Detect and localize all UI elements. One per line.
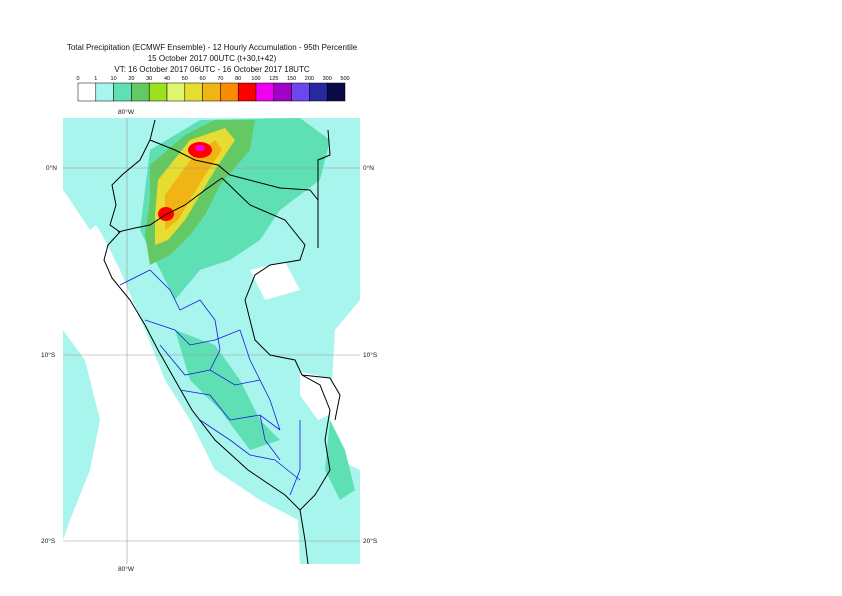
- legend-tick-label: 30: [146, 76, 152, 82]
- legend-tick-label: 70: [217, 76, 223, 82]
- legend-swatch: [326, 82, 346, 102]
- border-ecuador-peru: [117, 177, 223, 233]
- lat-label-0-left: 0°N: [46, 165, 57, 172]
- coastline: [103, 119, 309, 564]
- border-brazil: [317, 129, 331, 248]
- legend-tick-label: 60: [200, 76, 206, 82]
- legend-tick-label: 125: [269, 76, 278, 82]
- legend-tick-label: 300: [323, 76, 332, 82]
- legend-tick-label: 200: [305, 76, 314, 82]
- lon-label-bottom: 80°W: [118, 566, 134, 573]
- legend-tick-label: 100: [251, 76, 260, 82]
- lon-label-top: 80°W: [118, 109, 134, 116]
- legend-tick-label: 0: [76, 76, 79, 82]
- precip-magenta: [195, 145, 205, 151]
- border-peru-colombia-brazil: [221, 177, 331, 511]
- lat-label-10-right: 10°S: [363, 352, 378, 359]
- legend-tick-label: 500: [340, 76, 349, 82]
- map-title: Total Precipitation (ECMWF Ensemble) - 1…: [66, 43, 358, 52]
- lat-label-20-right: 20°S: [363, 538, 378, 545]
- clear-patch: [250, 262, 300, 300]
- color-legend: 0 1 10 20 30 40 50 60 70 80 100 125 150 200 300 500: [76, 76, 350, 102]
- legend-tick-label: 10: [111, 76, 117, 82]
- base-time: 15 October 2017 00UTC (t+30,t+42): [147, 54, 277, 63]
- legend-tick-label: 80: [235, 76, 241, 82]
- clear-patch: [300, 372, 340, 420]
- lat-label-0-right: 0°N: [363, 165, 374, 172]
- border-bolivia: [301, 374, 341, 421]
- border-ecuador-colombia: [149, 139, 231, 176]
- legend-tick-label: 20: [128, 76, 134, 82]
- legend-tick-label: 1: [94, 76, 97, 82]
- lat-label-10-left: 10°S: [41, 352, 56, 359]
- valid-time: VT: 16 October 2017 06UTC - 16 October 2…: [114, 65, 310, 74]
- legend-tick-label: 150: [287, 76, 296, 82]
- legend-tick-label: 50: [182, 76, 188, 82]
- legend-tick-label: 40: [164, 76, 170, 82]
- lat-label-20-left: 20°S: [41, 538, 56, 545]
